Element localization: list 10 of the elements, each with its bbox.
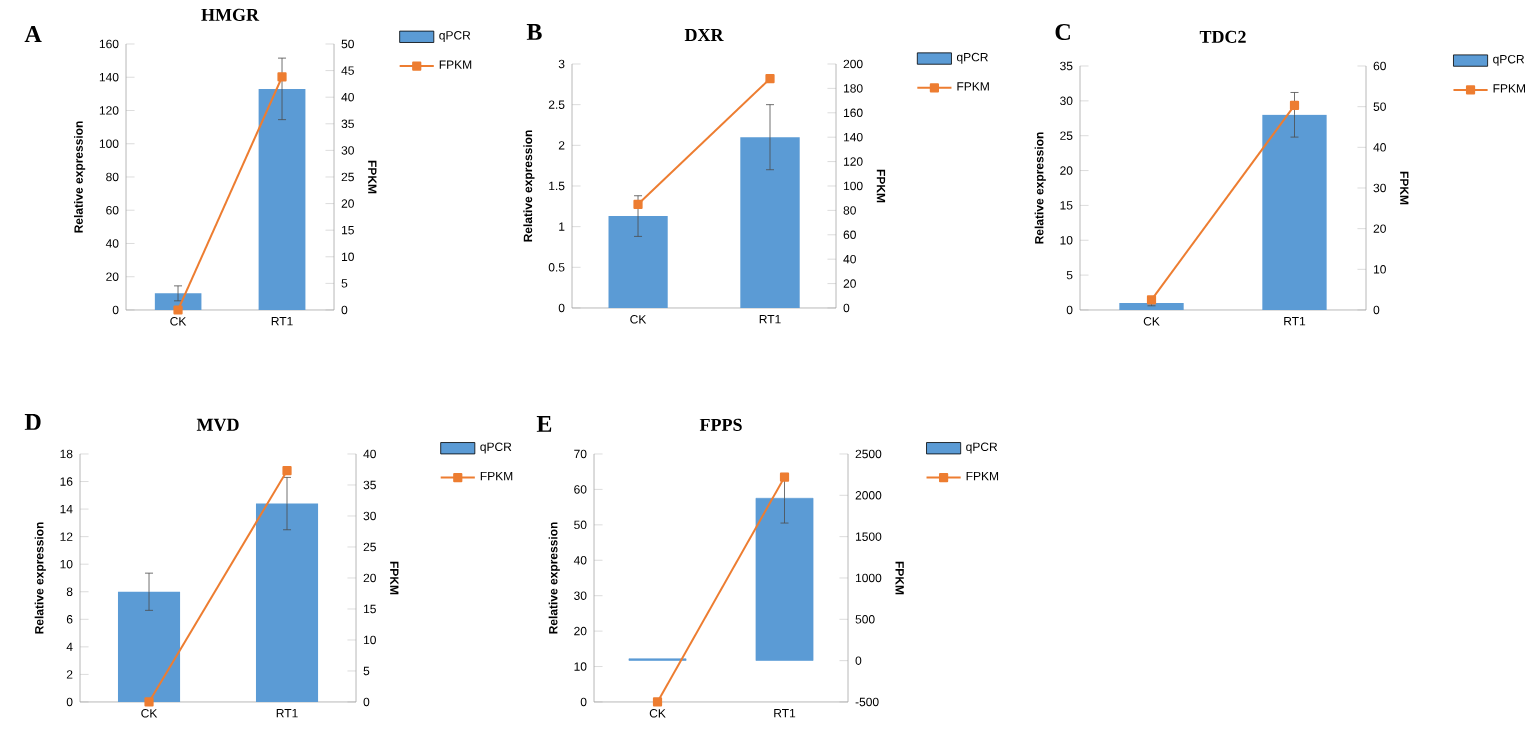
text: E [536,416,552,432]
text: B [526,24,542,40]
chart-title: FPPS [699,418,742,431]
text: A [24,26,42,42]
text: D [24,414,41,430]
chart-title: TDC2 [1199,30,1246,43]
chart-title: DXR [684,29,724,41]
chart-title: HMGR [201,8,260,21]
chart-title: MVD [196,418,239,431]
text: C [1055,23,1070,41]
